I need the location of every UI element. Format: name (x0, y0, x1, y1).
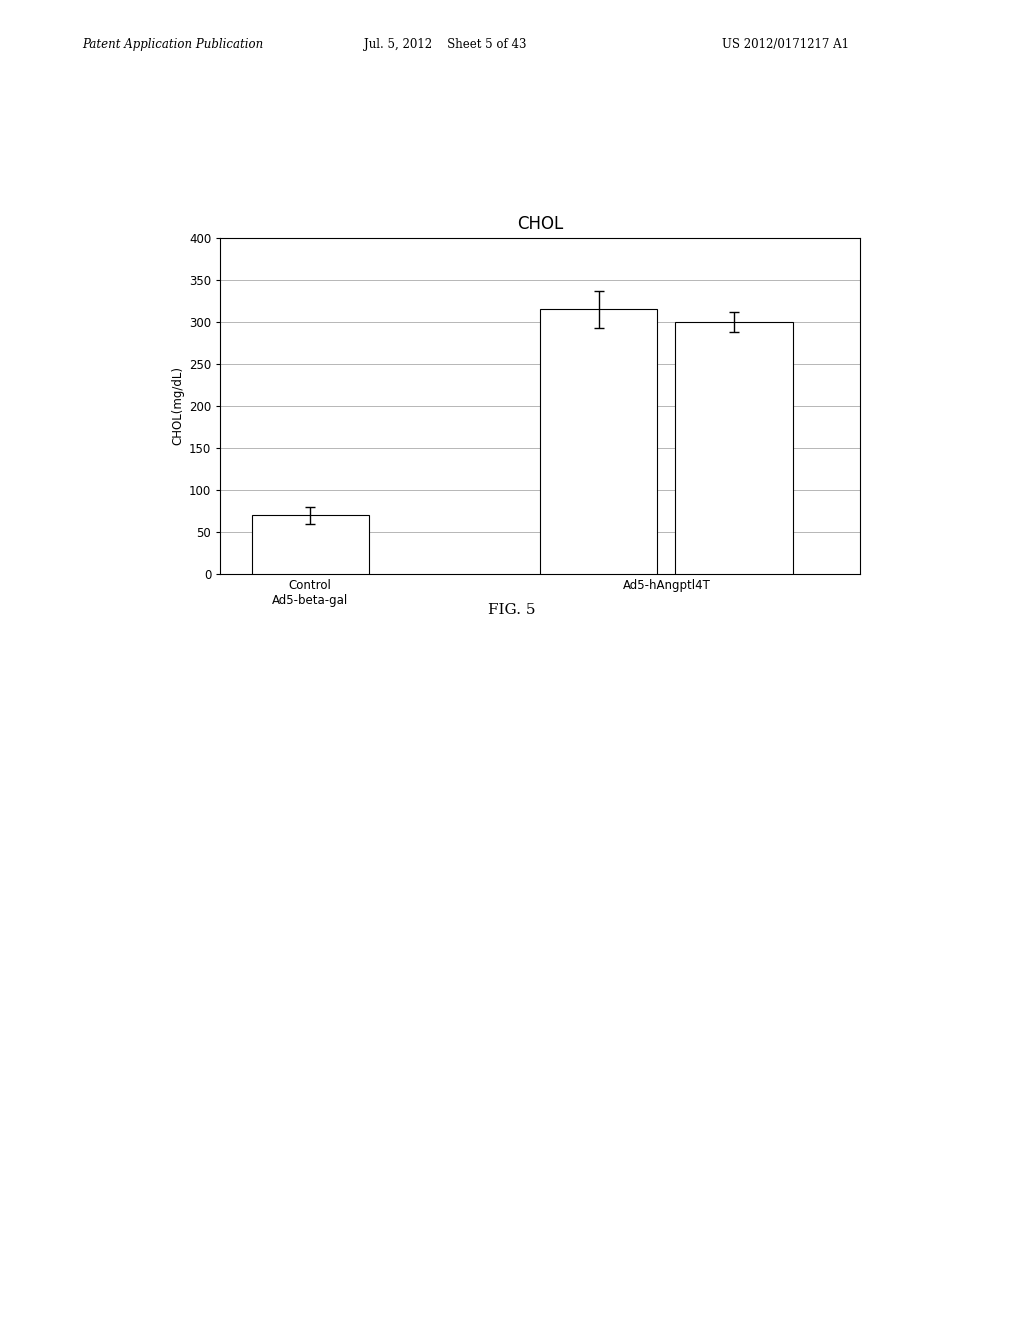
Bar (541, 309, 657, 574)
Text: Patent Application Publication: Patent Application Publication (82, 37, 263, 50)
Bar (676, 322, 793, 574)
Y-axis label: CHOL(mg/dL): CHOL(mg/dL) (172, 367, 184, 445)
Bar (252, 515, 369, 574)
Text: FIG. 5: FIG. 5 (488, 603, 536, 616)
Text: Jul. 5, 2012    Sheet 5 of 43: Jul. 5, 2012 Sheet 5 of 43 (364, 37, 526, 50)
Title: CHOL: CHOL (517, 215, 563, 234)
Text: US 2012/0171217 A1: US 2012/0171217 A1 (722, 37, 849, 50)
